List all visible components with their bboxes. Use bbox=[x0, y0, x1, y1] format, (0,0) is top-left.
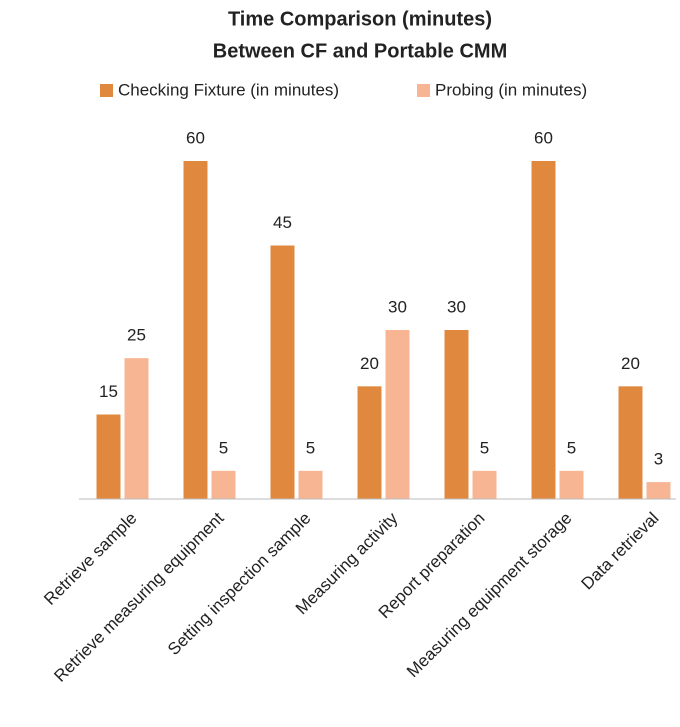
bar bbox=[96, 414, 121, 499]
bar bbox=[646, 482, 671, 499]
data-label: 60 bbox=[534, 128, 553, 147]
x-tick-label: Retrieve measuring equipment bbox=[50, 508, 227, 685]
data-label: 15 bbox=[99, 382, 118, 401]
chart-title: Between CF and Portable CMM bbox=[213, 40, 507, 62]
bar bbox=[124, 358, 149, 499]
bar bbox=[444, 330, 469, 499]
bar bbox=[559, 470, 584, 499]
data-label: 5 bbox=[567, 438, 576, 457]
data-label: 60 bbox=[186, 128, 205, 147]
data-label: 20 bbox=[621, 354, 640, 373]
bar bbox=[618, 386, 643, 499]
legend-swatch bbox=[417, 84, 430, 97]
data-label: 5 bbox=[219, 438, 228, 457]
bar bbox=[211, 470, 236, 499]
bar bbox=[357, 386, 382, 499]
bar bbox=[531, 161, 556, 499]
data-label: 5 bbox=[306, 438, 315, 457]
data-label: 3 bbox=[654, 450, 663, 469]
data-label: 25 bbox=[127, 326, 146, 345]
bar bbox=[270, 245, 295, 499]
x-tick-label: Retrieve sample bbox=[40, 509, 140, 609]
chart-title: Time Comparison (minutes) bbox=[228, 8, 492, 30]
x-tick-label: Measuring equipment storage bbox=[403, 509, 575, 681]
legend-swatch bbox=[100, 84, 113, 97]
bar bbox=[385, 330, 410, 499]
data-label: 5 bbox=[480, 438, 489, 457]
x-tick-label: Data retrieval bbox=[578, 509, 663, 594]
legend-label: Checking Fixture (in minutes) bbox=[118, 80, 339, 99]
bar bbox=[472, 470, 497, 499]
bar bbox=[183, 161, 208, 499]
data-label: 30 bbox=[447, 297, 466, 316]
data-label: 30 bbox=[388, 297, 407, 316]
x-tick-label: Setting inspection sample bbox=[164, 509, 314, 659]
legend-label: Probing (in minutes) bbox=[435, 80, 587, 99]
data-label: 45 bbox=[273, 213, 292, 232]
data-label: 20 bbox=[360, 354, 379, 373]
bar bbox=[298, 470, 323, 499]
